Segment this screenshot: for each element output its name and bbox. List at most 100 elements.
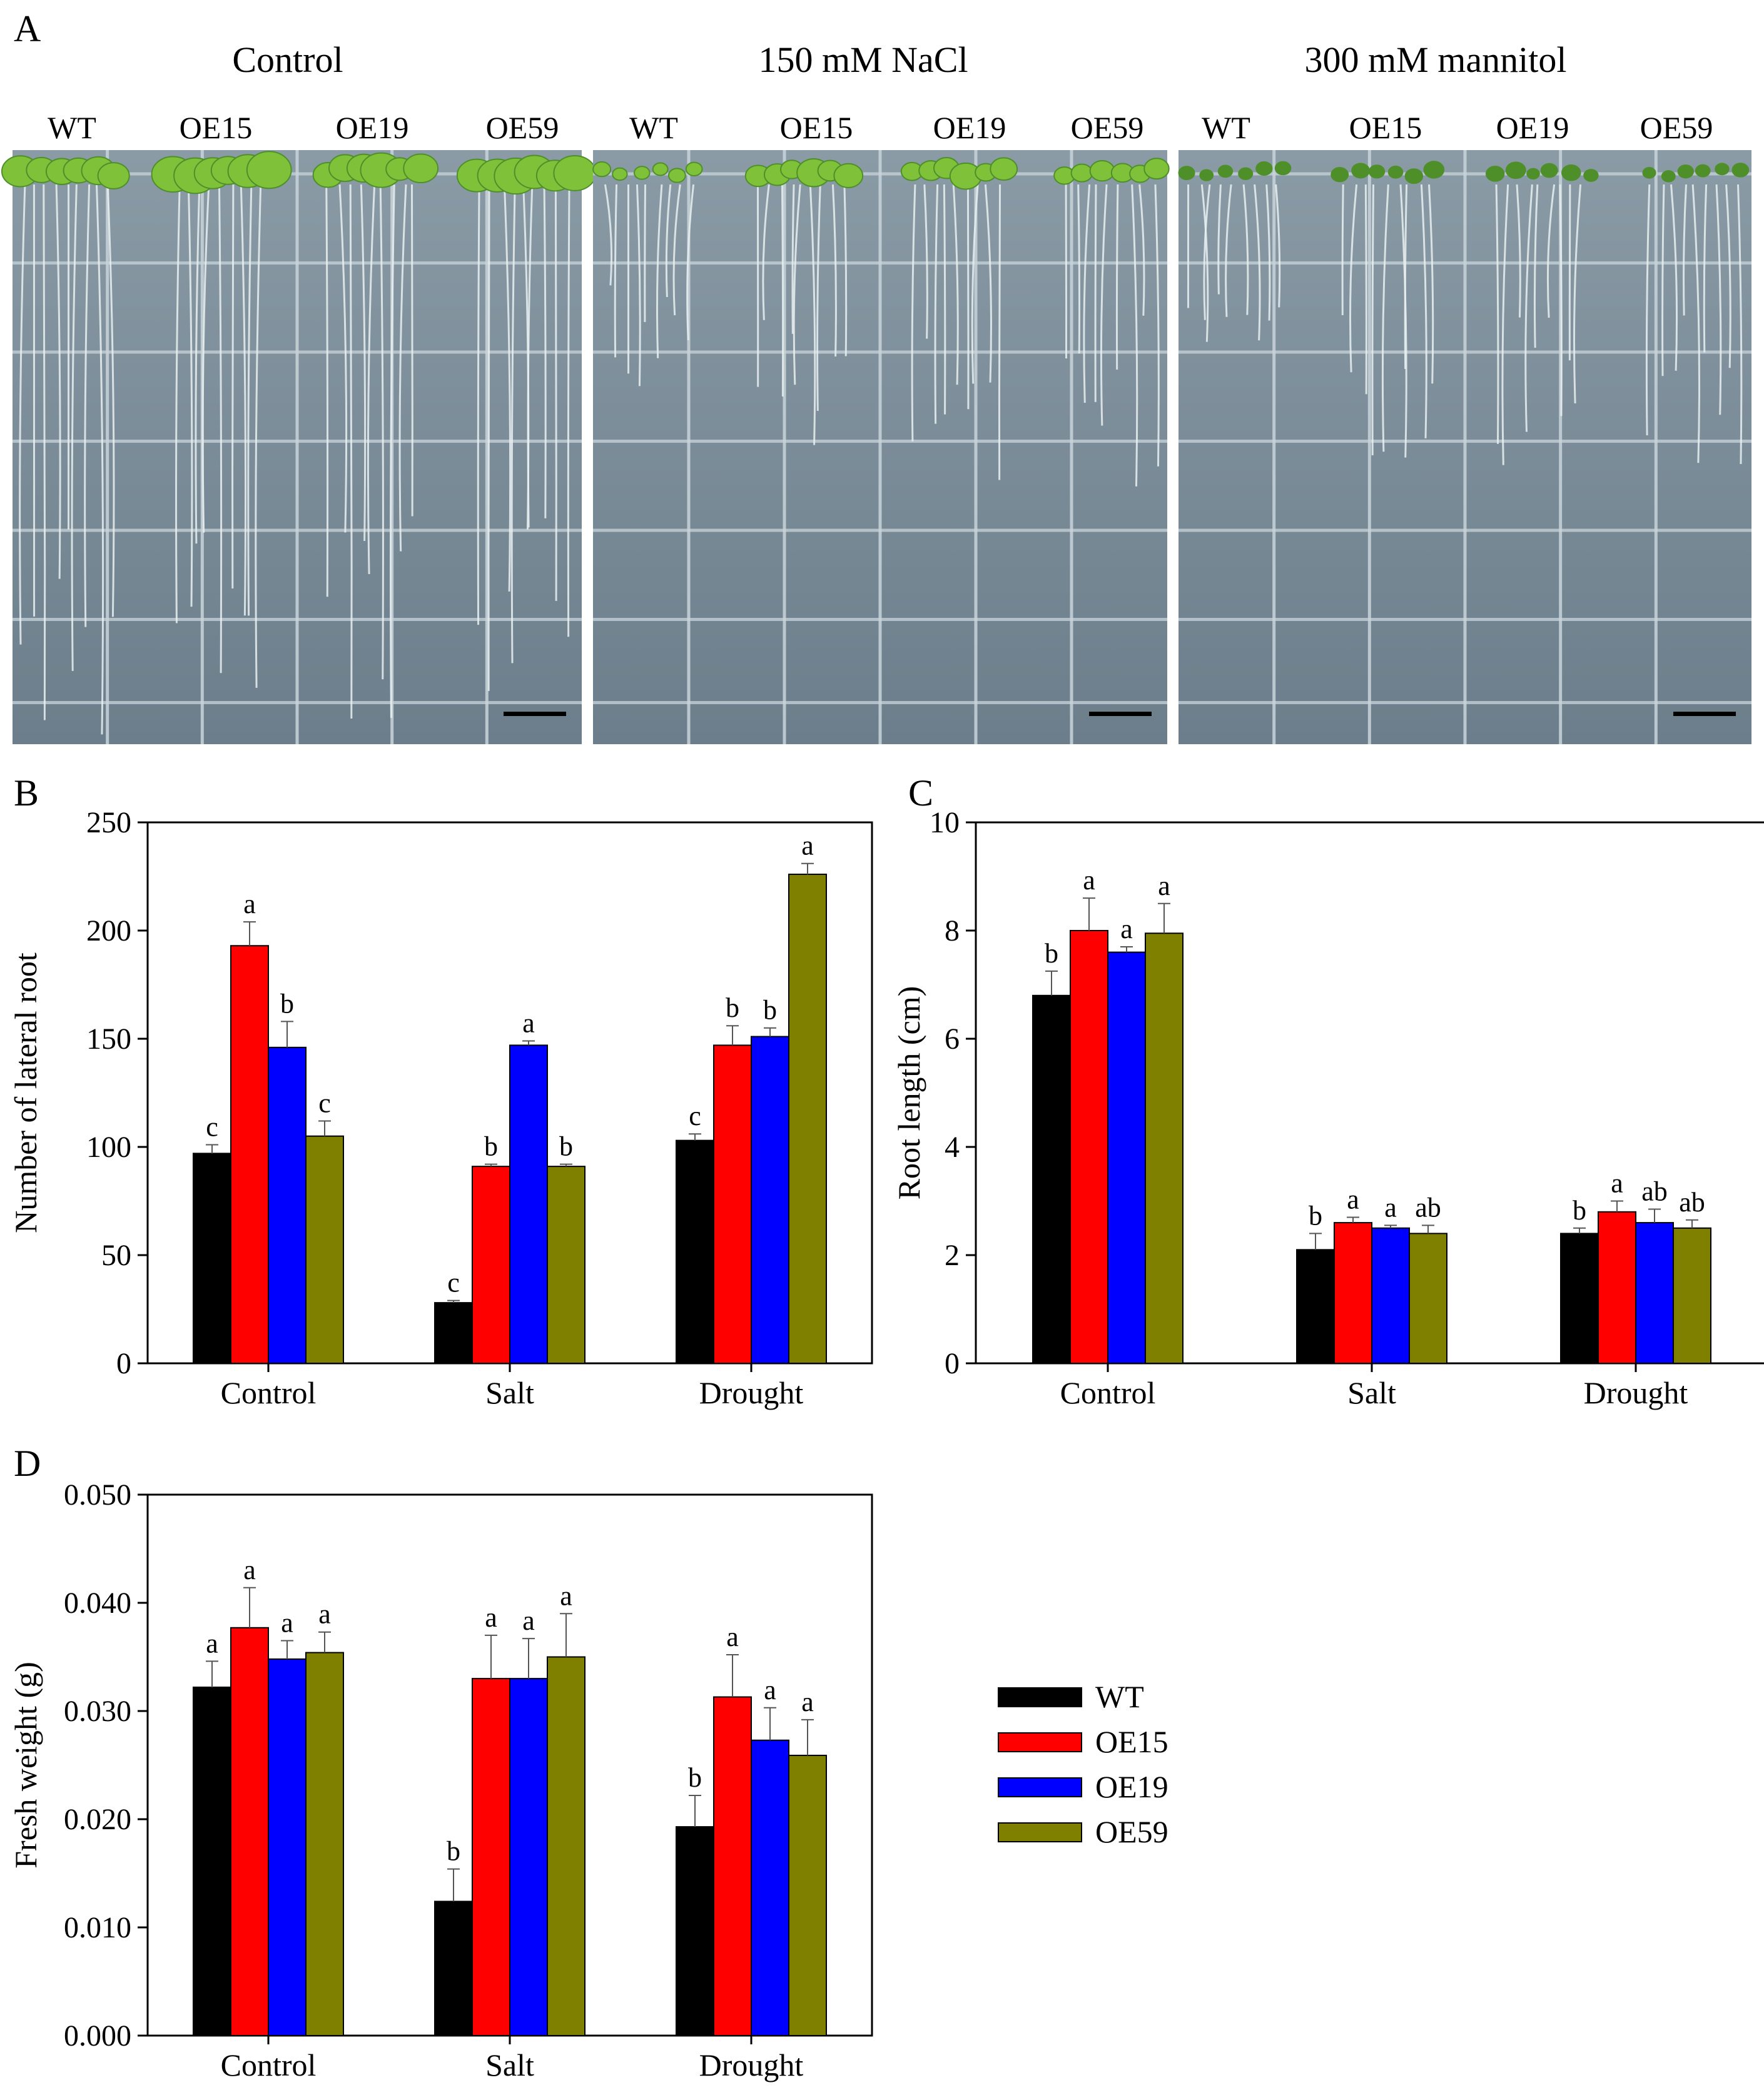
root <box>1077 184 1081 354</box>
bar-wt <box>1032 994 1071 1364</box>
seedling-leaf <box>592 161 612 178</box>
significance-letter: c <box>318 1088 331 1118</box>
y-tick-label: 4 <box>945 1131 960 1164</box>
genotype-label: OE15 <box>179 110 253 145</box>
seedling-leaf <box>612 167 628 181</box>
seedling-leaf <box>1485 166 1505 182</box>
root <box>554 184 557 601</box>
bar-wt <box>434 1901 473 2036</box>
root <box>510 184 516 664</box>
significance-letter: a <box>522 1007 535 1038</box>
significance-letter: b <box>1309 1200 1322 1231</box>
bar-oe59 <box>1145 932 1184 1364</box>
root <box>1703 184 1708 353</box>
root <box>218 184 223 674</box>
root <box>1427 184 1434 384</box>
seedling-leaf <box>1583 169 1599 182</box>
significance-letter: b <box>688 1762 702 1793</box>
root <box>1645 184 1651 436</box>
y-axis-label: Fresh weight (g) <box>8 1662 43 1869</box>
root <box>614 184 618 358</box>
genotype-label: OE19 <box>335 110 409 145</box>
genotype-label: OE15 <box>779 110 853 145</box>
legend-item-oe15: OE15 <box>998 1721 1198 1765</box>
significance-letter: a <box>522 1605 535 1636</box>
root <box>971 184 979 384</box>
root <box>809 184 816 445</box>
root <box>1737 184 1743 465</box>
seedling-leaf <box>1331 166 1349 183</box>
root <box>71 184 78 671</box>
root <box>1225 184 1232 317</box>
bar-oe59 <box>1409 1233 1447 1365</box>
x-tick-label: Drought <box>699 2047 804 2082</box>
significance-letter: a <box>243 889 256 919</box>
root <box>195 184 201 544</box>
root <box>567 184 570 637</box>
root <box>686 184 695 340</box>
y-tick-label: 0.050 <box>64 1478 131 1512</box>
significance-letter: ab <box>1641 1176 1668 1206</box>
seedling-leaf <box>685 161 703 177</box>
root <box>1501 184 1509 465</box>
bar-oe15 <box>1334 1222 1372 1364</box>
genotype-label: OE19 <box>1496 110 1569 145</box>
significance-letter: ab <box>1679 1187 1705 1218</box>
bar-oe15 <box>472 1166 510 1364</box>
root <box>1533 184 1539 348</box>
genotype-label: WT <box>629 110 678 145</box>
root <box>1524 184 1533 432</box>
genotype-label: OE59 <box>485 110 559 145</box>
bar-oe15 <box>230 945 269 1365</box>
significance-letter: c <box>447 1268 460 1298</box>
seedling-leaf <box>1642 166 1656 179</box>
y-tick-label: 0.020 <box>64 1803 131 1836</box>
x-tick-label: Drought <box>699 1375 804 1410</box>
root <box>1100 184 1108 426</box>
root <box>1381 184 1389 452</box>
seedling-leaf <box>1351 163 1370 179</box>
seedling-leaf <box>1404 168 1424 184</box>
bar-oe19 <box>268 1046 307 1364</box>
root <box>175 184 181 623</box>
root <box>1495 184 1499 444</box>
root <box>255 184 262 688</box>
significance-letter: a <box>764 1675 776 1705</box>
plate-photo <box>1178 150 1751 744</box>
bar-oe19 <box>1371 1227 1410 1364</box>
bar-oe15 <box>472 1678 510 2037</box>
root <box>911 184 916 442</box>
seedling-leaf <box>403 153 439 184</box>
root <box>1683 184 1687 316</box>
y-tick-label: 0.040 <box>64 1587 131 1620</box>
y-axis-label: Number of lateral root <box>8 952 43 1233</box>
bar-oe15 <box>713 1696 752 2036</box>
genotype-label: WT <box>1202 110 1250 145</box>
root <box>1691 184 1701 463</box>
bar-oe19 <box>1107 951 1146 1365</box>
significance-letter: a <box>243 1555 256 1585</box>
x-tick-label: Control <box>1060 1375 1156 1410</box>
bar-wt <box>1296 1249 1335 1364</box>
root <box>1154 184 1160 467</box>
y-tick-label: 200 <box>86 914 131 947</box>
root <box>1200 184 1209 342</box>
significance-letter: b <box>447 1836 460 1867</box>
scale-bar <box>1089 712 1152 716</box>
x-tick-label: Control <box>221 1375 317 1410</box>
y-tick-label: 0.000 <box>64 2019 131 2052</box>
legend-label: OE19 <box>1095 1769 1168 1804</box>
genotype-label: OE19 <box>933 110 1006 145</box>
root <box>1661 184 1665 376</box>
significance-letter: b <box>559 1131 573 1162</box>
root <box>1516 184 1521 318</box>
significance-letter: b <box>1573 1195 1586 1226</box>
panel-label-a: A <box>14 8 41 49</box>
root <box>360 184 367 542</box>
seedling-leaf <box>1731 163 1750 178</box>
root <box>998 184 1001 480</box>
significance-letter: a <box>281 1608 293 1638</box>
bar-oe19 <box>751 1739 789 2036</box>
root <box>672 184 681 316</box>
